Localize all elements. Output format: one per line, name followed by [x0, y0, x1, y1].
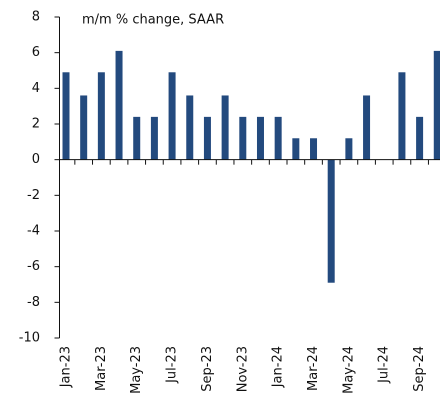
bar — [327, 159, 335, 283]
bar — [239, 116, 247, 160]
y-tick-label: -6 — [27, 259, 40, 274]
x-tick-label: Jul-23 — [165, 346, 180, 384]
bar — [274, 116, 282, 160]
y-tick-label: -2 — [27, 188, 40, 203]
bar — [62, 72, 70, 160]
bar — [186, 95, 194, 160]
chart-title: m/m % change, SAAR — [82, 13, 224, 28]
bar — [133, 116, 141, 160]
x-tick-label: Nov-23 — [235, 346, 250, 392]
bar — [416, 116, 424, 160]
x-tick-label: May-23 — [129, 346, 144, 394]
bar — [168, 72, 176, 160]
bar — [398, 72, 406, 160]
y-tick-label: 2 — [32, 117, 40, 132]
bar — [115, 50, 123, 160]
bar — [345, 138, 353, 160]
x-tick-label: Jan-24 — [271, 346, 286, 388]
bar — [363, 95, 371, 160]
y-tick-label: -10 — [19, 331, 40, 346]
y-tick-label: -8 — [27, 295, 40, 310]
bar — [310, 138, 318, 160]
bar — [433, 50, 440, 160]
x-tick-label: Sep-24 — [412, 346, 427, 392]
bar — [97, 72, 105, 160]
bar — [150, 116, 158, 160]
x-tick-label: Sep-23 — [200, 346, 215, 392]
x-tick-label: Jul-24 — [377, 346, 392, 384]
bar — [256, 116, 264, 160]
y-tick-label: -4 — [27, 224, 40, 239]
x-tick-label: May-24 — [341, 346, 356, 394]
y-tick-label: 6 — [32, 45, 40, 60]
y-tick-label: 8 — [32, 10, 40, 25]
y-tick-label: 4 — [32, 81, 40, 96]
x-tick-label: Mar-24 — [306, 346, 321, 391]
bar — [221, 95, 229, 160]
bar — [80, 95, 88, 160]
bar — [203, 116, 211, 160]
x-tick-label: Mar-23 — [94, 346, 109, 391]
x-tick-label: Jan-23 — [59, 346, 74, 388]
bar — [292, 138, 300, 160]
y-tick-label: 0 — [32, 152, 40, 167]
